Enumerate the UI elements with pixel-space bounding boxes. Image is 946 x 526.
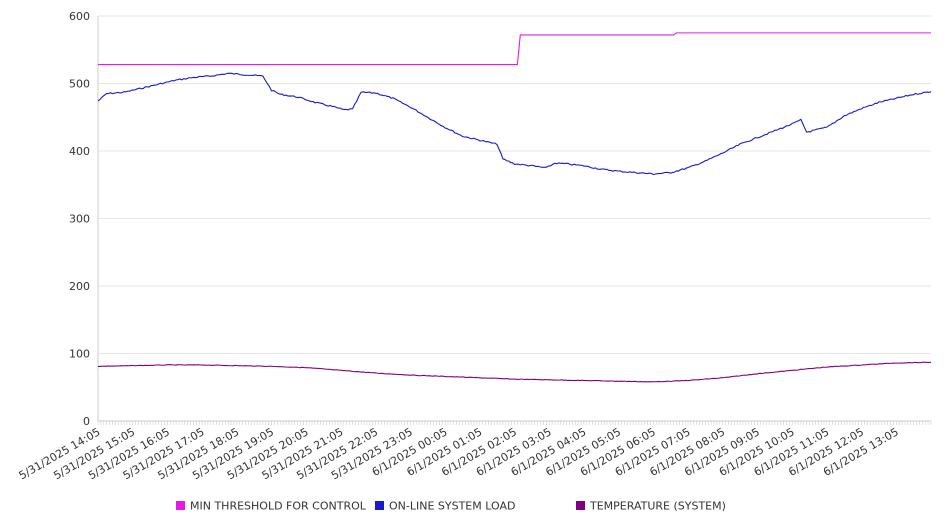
grid-lines <box>98 15 931 422</box>
legend-swatch <box>375 501 384 510</box>
legend-swatch <box>176 501 185 510</box>
legend-label: TEMPERATURE (SYSTEM) <box>589 500 726 513</box>
legend: MIN THRESHOLD FOR CONTROL ON-LINE SYSTEM … <box>176 500 726 513</box>
series-line-2 <box>97 72 932 175</box>
axes <box>97 16 932 425</box>
y-tick-label: 0 <box>83 415 90 428</box>
legend-label: MIN THRESHOLD FOR CONTROL <box>190 500 367 513</box>
y-tick-label: 300 <box>69 213 90 226</box>
y-tick-label: 100 <box>69 348 90 361</box>
y-tick-label: 600 <box>69 10 90 23</box>
y-tick-label: 500 <box>69 78 90 91</box>
y-tick-label: 200 <box>69 280 90 293</box>
legend-swatch <box>576 501 585 510</box>
x-tick-labels: 5/31/2025 14:055/31/2025 15:055/31/2025 … <box>17 425 901 482</box>
series-lines <box>97 32 932 383</box>
y-tick-label: 400 <box>69 145 90 158</box>
y-tick-labels: 0 100 200 300 400 500 600 <box>69 10 90 428</box>
legend-label: ON-LINE SYSTEM LOAD <box>389 500 515 513</box>
series-line-1 <box>98 32 931 66</box>
series-line-3 <box>97 361 932 383</box>
